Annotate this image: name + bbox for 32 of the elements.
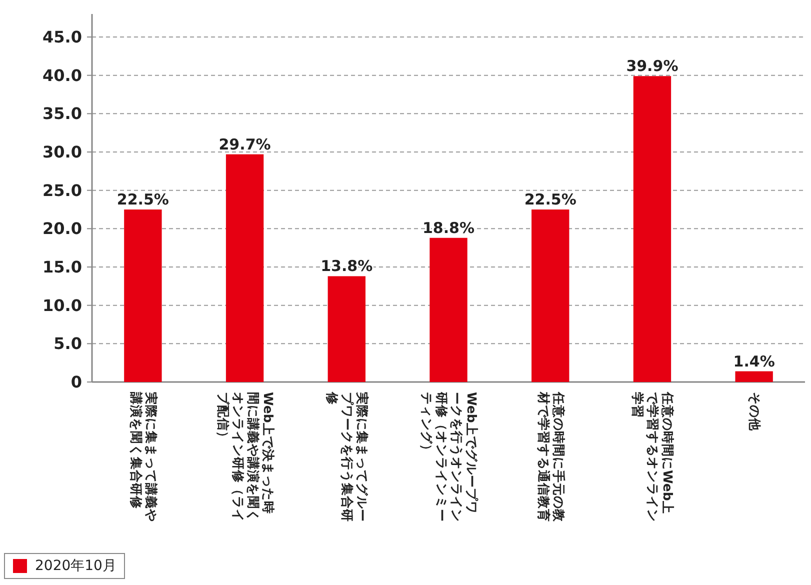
x-tick-label: 任意の時間に手元の教材で学習する通信教育: [536, 391, 566, 523]
x-tick-label: 実際に集まってグループワークを行う集合研修: [325, 391, 370, 522]
x-tick-label: 任意の時間にWeb上で学習するオンライン学習: [630, 391, 676, 522]
bar: [328, 276, 366, 382]
data-label: 22.5%: [116, 190, 169, 208]
y-tick-label: 40.0: [42, 66, 82, 85]
bar: [532, 210, 570, 382]
y-tick-label: 0: [70, 372, 82, 392]
x-tick-label: 実際に集まって講義や講演を聞く集合研修: [128, 391, 159, 522]
bar: [430, 238, 468, 382]
data-label: 29.7%: [218, 135, 271, 154]
x-tick-label: Web上でグループワークを行うオンライン研修（オンラインミーティング）: [420, 391, 480, 522]
y-tick-label: 20.0: [42, 219, 82, 238]
x-tick-label: その他: [748, 392, 763, 432]
y-tick-label: 10.0: [42, 296, 82, 315]
data-label: 22.5%: [524, 190, 576, 208]
y-tick-label: 45.0: [42, 28, 82, 46]
data-label: 13.8%: [320, 257, 373, 276]
legend-label: 2020年10月: [35, 557, 116, 575]
data-label: 1.4%: [733, 352, 775, 370]
y-tick-label: 30.0: [42, 142, 82, 162]
bar: [735, 371, 773, 382]
bar: [124, 210, 162, 382]
x-tick-label: Web上で決まった時間に講義や講演を聞くオンライン研修（ライブ配信）: [216, 392, 276, 522]
data-label: 18.8%: [422, 218, 475, 237]
y-tick-label: 25.0: [42, 180, 82, 200]
y-tick-label: 15.0: [42, 258, 82, 276]
bar: [633, 76, 672, 382]
data-label: 39.9%: [626, 57, 678, 76]
bar: [226, 154, 264, 382]
y-tick-label: 35.0: [42, 104, 82, 124]
y-tick-label: 5.0: [54, 334, 82, 354]
